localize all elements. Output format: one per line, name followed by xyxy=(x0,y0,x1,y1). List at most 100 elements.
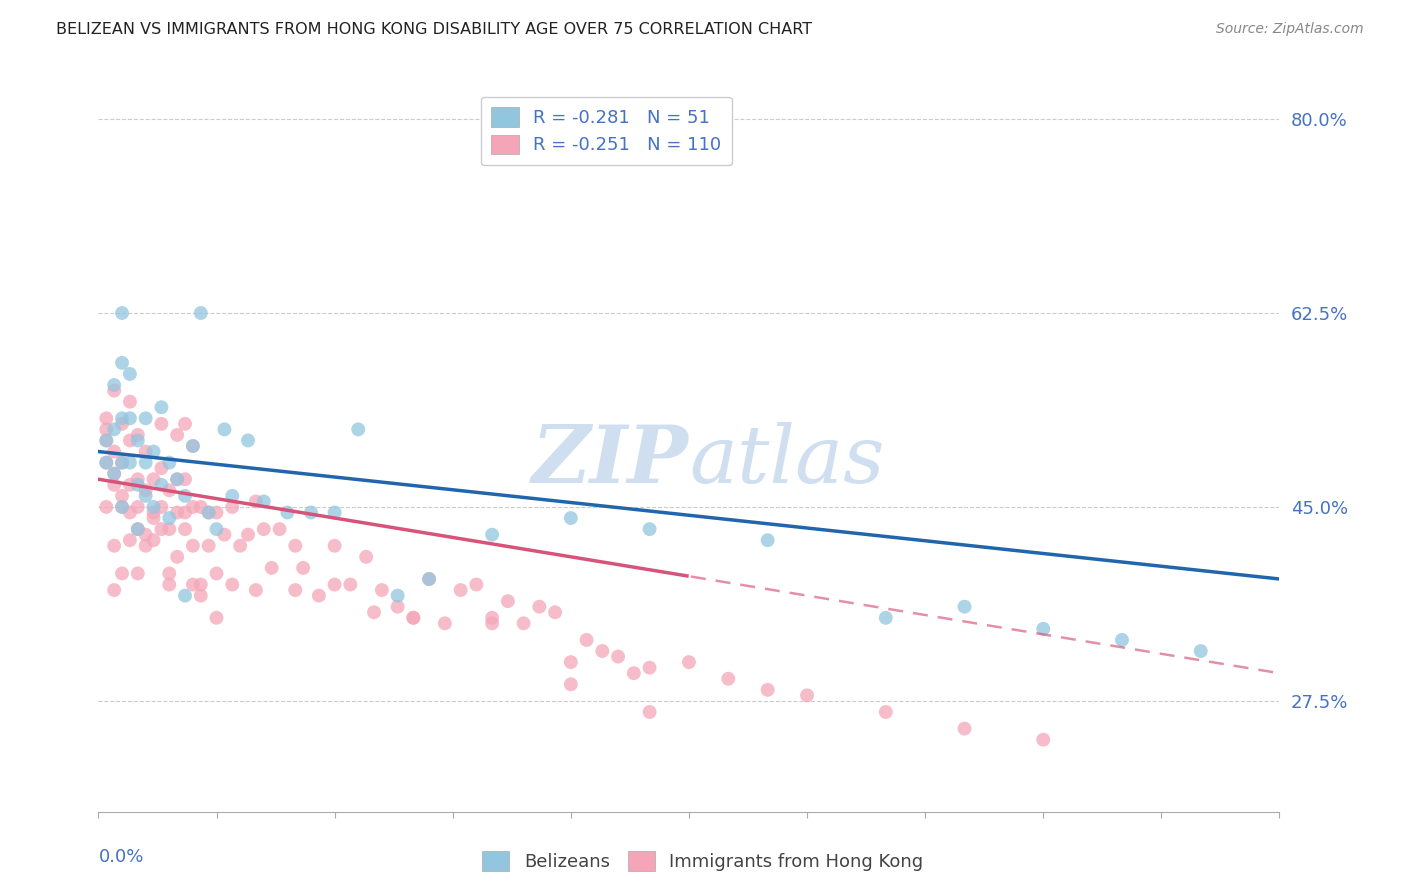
Point xyxy=(371,583,394,598)
Point xyxy=(142,444,165,458)
Point xyxy=(205,611,228,625)
Point xyxy=(433,616,456,631)
Point xyxy=(190,577,212,591)
Point xyxy=(1032,732,1054,747)
Point xyxy=(174,472,197,486)
Point xyxy=(402,611,425,625)
Point xyxy=(118,367,141,381)
Point xyxy=(166,549,188,564)
Point xyxy=(96,422,118,436)
Point xyxy=(181,439,204,453)
Point xyxy=(190,589,212,603)
Point xyxy=(875,611,897,625)
Point xyxy=(953,722,976,736)
Point xyxy=(496,594,519,608)
Point xyxy=(418,572,440,586)
Point xyxy=(292,561,315,575)
Point xyxy=(127,566,149,581)
Point xyxy=(96,500,118,514)
Point xyxy=(103,378,125,392)
Point xyxy=(638,522,661,536)
Point xyxy=(1111,632,1133,647)
Point xyxy=(135,527,157,541)
Point xyxy=(205,566,228,581)
Legend: R = -0.281   N = 51, R = -0.251   N = 110: R = -0.281 N = 51, R = -0.251 N = 110 xyxy=(481,96,733,165)
Point xyxy=(118,394,141,409)
Point xyxy=(214,422,236,436)
Point xyxy=(236,434,259,448)
Text: BELIZEAN VS IMMIGRANTS FROM HONG KONG DISABILITY AGE OVER 75 CORRELATION CHART: BELIZEAN VS IMMIGRANTS FROM HONG KONG DI… xyxy=(56,22,813,37)
Point xyxy=(150,401,173,415)
Text: 0.0%: 0.0% xyxy=(98,848,143,866)
Point xyxy=(166,472,188,486)
Point xyxy=(260,561,283,575)
Point xyxy=(323,577,346,591)
Point xyxy=(150,500,173,514)
Point xyxy=(111,566,134,581)
Text: ZIP: ZIP xyxy=(531,422,689,500)
Point xyxy=(354,549,377,564)
Text: atlas: atlas xyxy=(689,422,884,500)
Point xyxy=(591,644,613,658)
Point xyxy=(796,689,818,703)
Point xyxy=(166,506,188,520)
Point xyxy=(323,539,346,553)
Point xyxy=(157,522,180,536)
Point xyxy=(111,417,134,431)
Point xyxy=(127,477,149,491)
Point xyxy=(150,417,173,431)
Point xyxy=(221,500,243,514)
Point xyxy=(142,500,165,514)
Point xyxy=(717,672,740,686)
Point xyxy=(253,494,276,508)
Point xyxy=(166,472,188,486)
Point xyxy=(118,533,141,548)
Point xyxy=(103,444,125,458)
Point xyxy=(1189,644,1212,658)
Point xyxy=(127,500,149,514)
Point xyxy=(214,527,236,541)
Point xyxy=(1032,622,1054,636)
Point xyxy=(418,572,440,586)
Point xyxy=(103,583,125,598)
Point xyxy=(127,522,149,536)
Point xyxy=(135,444,157,458)
Point xyxy=(529,599,551,614)
Point xyxy=(276,506,298,520)
Point xyxy=(174,506,197,520)
Point xyxy=(575,632,598,647)
Point xyxy=(142,533,165,548)
Point xyxy=(103,467,125,481)
Point xyxy=(229,539,252,553)
Point xyxy=(481,527,503,541)
Point xyxy=(875,705,897,719)
Point xyxy=(135,539,157,553)
Point xyxy=(111,456,134,470)
Point xyxy=(142,506,165,520)
Point xyxy=(157,577,180,591)
Point xyxy=(103,422,125,436)
Point xyxy=(96,456,118,470)
Point xyxy=(111,500,134,514)
Point xyxy=(339,577,361,591)
Point xyxy=(118,477,141,491)
Point xyxy=(103,539,125,553)
Point xyxy=(253,522,276,536)
Point xyxy=(111,456,134,470)
Point xyxy=(96,434,118,448)
Point xyxy=(135,456,157,470)
Point xyxy=(197,539,219,553)
Point xyxy=(150,461,173,475)
Point xyxy=(174,489,197,503)
Point xyxy=(284,539,307,553)
Point xyxy=(481,616,503,631)
Point xyxy=(560,511,582,525)
Point xyxy=(323,506,346,520)
Point xyxy=(756,682,779,697)
Point xyxy=(607,649,630,664)
Point xyxy=(299,506,322,520)
Point xyxy=(142,472,165,486)
Point xyxy=(190,500,212,514)
Point xyxy=(953,599,976,614)
Point xyxy=(181,439,204,453)
